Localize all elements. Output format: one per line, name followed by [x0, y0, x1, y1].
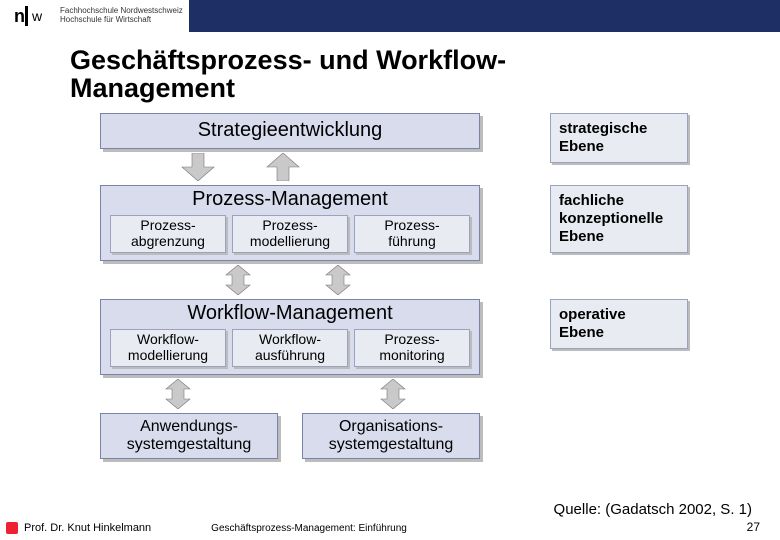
header-bar: n w Fachhochschule Nordwestschweiz Hochs… — [0, 0, 780, 32]
level-fachlich: fachliche konzeptionelle Ebene — [550, 185, 688, 253]
source-citation: Quelle: (Gadatsch 2002, S. 1) — [554, 501, 752, 518]
sub-prozessabgrenzung: Prozess-abgrenzung — [110, 215, 226, 253]
footer-logo-icon — [6, 522, 18, 534]
arrow-updown-icon — [160, 379, 196, 409]
sub-prozessmonitoring: Prozess-monitoring — [354, 329, 470, 367]
arrow-updown-icon — [220, 265, 256, 295]
sub-workflowausfuehrung: Workflow-ausführung — [232, 329, 348, 367]
sub-anwendungssystem: Anwendungs-systemgestaltung — [100, 413, 278, 459]
logo-bar-icon — [25, 6, 28, 26]
sub-prozessfuehrung: Prozess-führung — [354, 215, 470, 253]
logo: n w — [0, 6, 56, 27]
tier2-title: Prozess-Management — [101, 186, 479, 211]
arrow-updown-icon — [375, 379, 411, 409]
logo-text: n — [14, 6, 25, 27]
page-title: Geschäftsprozess- und Workflow- Manageme… — [70, 46, 710, 103]
footer-prof: Prof. Dr. Knut Hinkelmann — [24, 522, 151, 534]
tier-strategie: Strategieentwicklung — [100, 113, 480, 149]
institution: Fachhochschule Nordwestschweiz Hochschul… — [60, 7, 183, 25]
title-line2: Management — [70, 74, 710, 102]
page-number: 27 — [747, 520, 760, 534]
arrow-down-icon — [180, 153, 216, 181]
tier-workflow-mgmt: Workflow-Management Workflow-modellierun… — [100, 299, 480, 375]
tier3-title: Workflow-Management — [101, 300, 479, 325]
level-strategisch: strategische Ebene — [550, 113, 688, 163]
footer: Prof. Dr. Knut Hinkelmann Geschäftsproze… — [0, 522, 780, 534]
arrow-up-icon — [265, 153, 301, 181]
level-operativ: operative Ebene — [550, 299, 688, 349]
sub-workflowmodellierung: Workflow-modellierung — [110, 329, 226, 367]
title-line1: Geschäftsprozess- und Workflow- — [70, 46, 710, 74]
tier1-title: Strategieentwicklung — [101, 114, 479, 142]
footer-breadcrumb: Geschäftsprozess-Management: Einführung — [211, 523, 407, 534]
header-filler — [189, 0, 780, 32]
sub-organisationssystem: Organisations-systemgestaltung — [302, 413, 480, 459]
diagram: Strategieentwicklung strategische Ebene … — [70, 113, 710, 493]
sub-prozessmodellierung: Prozess-modellierung — [232, 215, 348, 253]
arrow-updown-icon — [320, 265, 356, 295]
tier-prozess-mgmt: Prozess-Management Prozess-abgrenzung Pr… — [100, 185, 480, 261]
institution-line2: Hochschule für Wirtschaft — [60, 16, 183, 25]
